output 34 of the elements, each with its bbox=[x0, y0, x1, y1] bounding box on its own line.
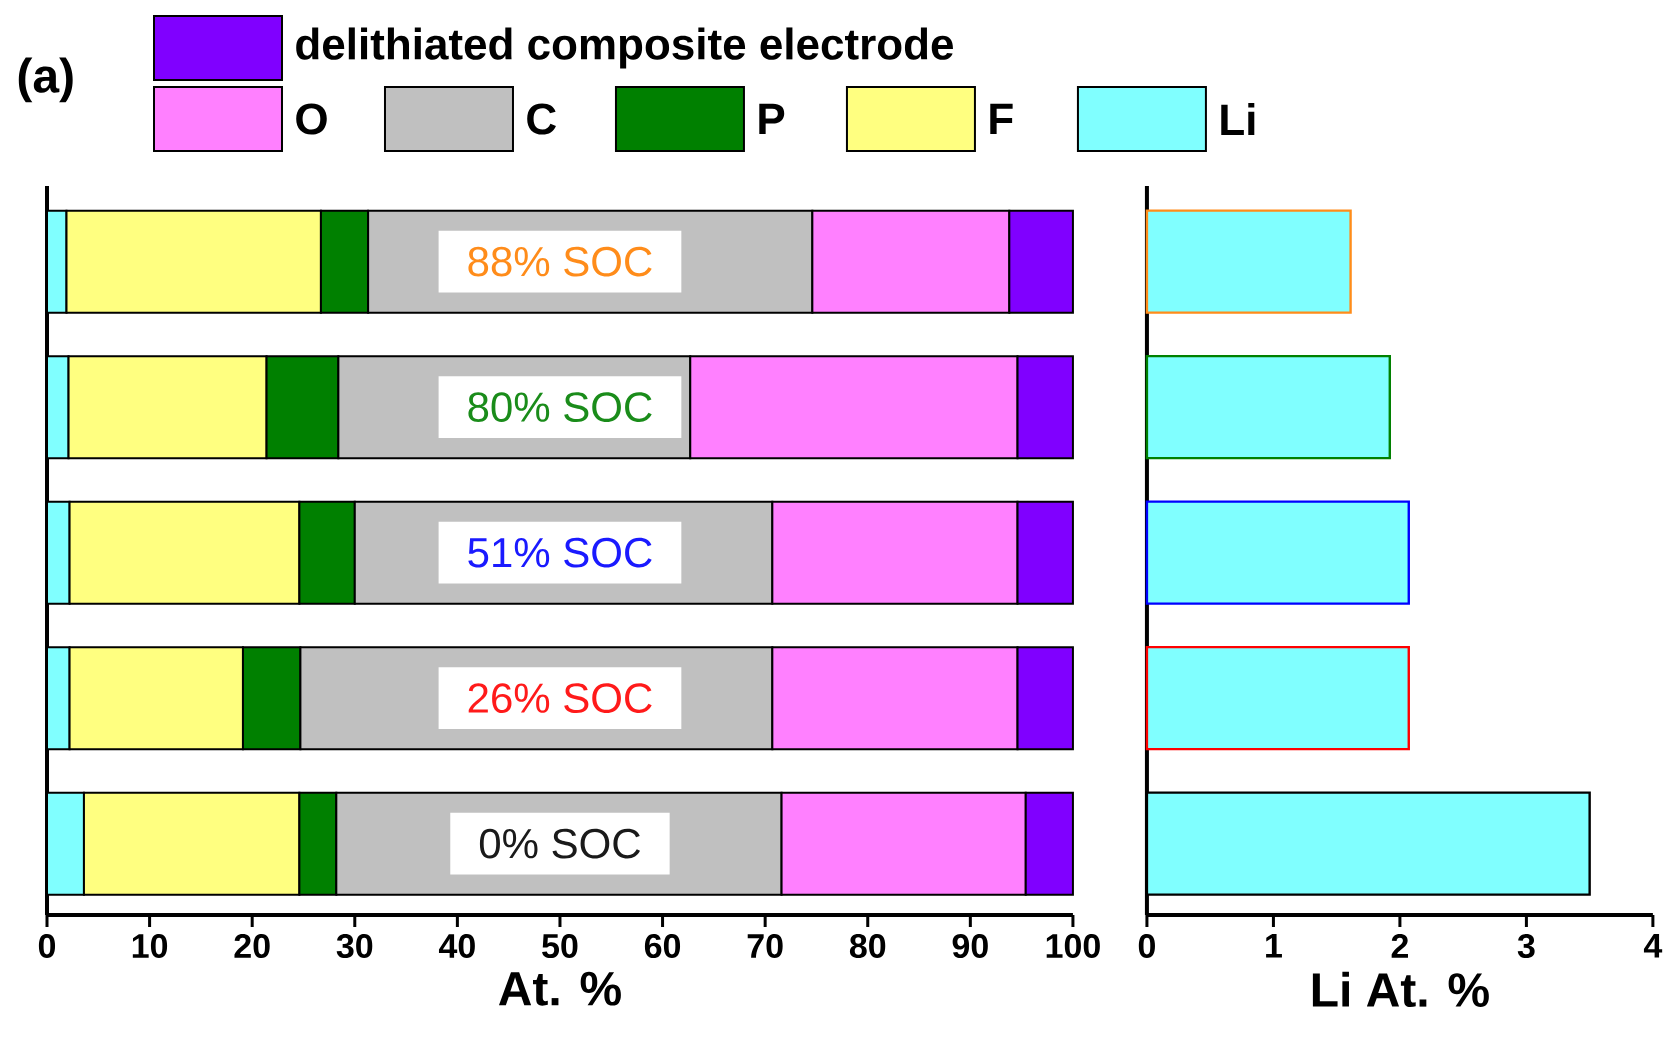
legend-label: P bbox=[759, 103, 785, 135]
x-axis-title: Li At. % bbox=[1312, 971, 1489, 1008]
x-tick-label: 80 bbox=[849, 934, 886, 959]
legend-label: delithiated composite electrode bbox=[296, 27, 953, 69]
x-tick-label: 60 bbox=[644, 934, 681, 959]
y-tick-label: 51% SOC bbox=[468, 537, 652, 568]
x-tick-label: 3 bbox=[1517, 934, 1535, 959]
text: (a) bbox=[18, 57, 73, 103]
x-axis-title: At. % bbox=[498, 971, 621, 1006]
legend-label: F bbox=[990, 103, 1013, 135]
x-tick-label: 1 bbox=[1266, 934, 1282, 958]
x-tick-label: 2 bbox=[1391, 934, 1408, 958]
bar bbox=[1145, 500, 1410, 605]
x-tick-label: 50 bbox=[542, 934, 578, 959]
x-tick-label: 90 bbox=[952, 934, 988, 959]
y-tick-label: 0% SOC bbox=[479, 828, 641, 859]
x-tick-label: 10 bbox=[132, 934, 168, 959]
legend-label: Li bbox=[1221, 103, 1255, 135]
x-tick-label: 0 bbox=[38, 934, 56, 959]
x-tick-label: 30 bbox=[336, 934, 373, 959]
x-tick-label: 100 bbox=[1046, 934, 1100, 959]
bar bbox=[1145, 209, 1352, 314]
y-tick-label: 88% SOC bbox=[468, 246, 652, 277]
x-tick-label: 0 bbox=[1138, 934, 1155, 959]
x-tick-label: 70 bbox=[747, 934, 783, 959]
x-tick-label: 20 bbox=[234, 934, 270, 959]
bar bbox=[1145, 645, 1410, 751]
x-tick-label: 4 bbox=[1643, 934, 1663, 958]
y-tick-label: 80% SOC bbox=[468, 392, 652, 423]
y-tick-label: 26% SOC bbox=[468, 683, 652, 714]
x-tick-label: 40 bbox=[438, 934, 475, 959]
legend-label: C bbox=[527, 103, 556, 135]
bar bbox=[1145, 354, 1391, 460]
legend-label: O bbox=[296, 103, 327, 135]
